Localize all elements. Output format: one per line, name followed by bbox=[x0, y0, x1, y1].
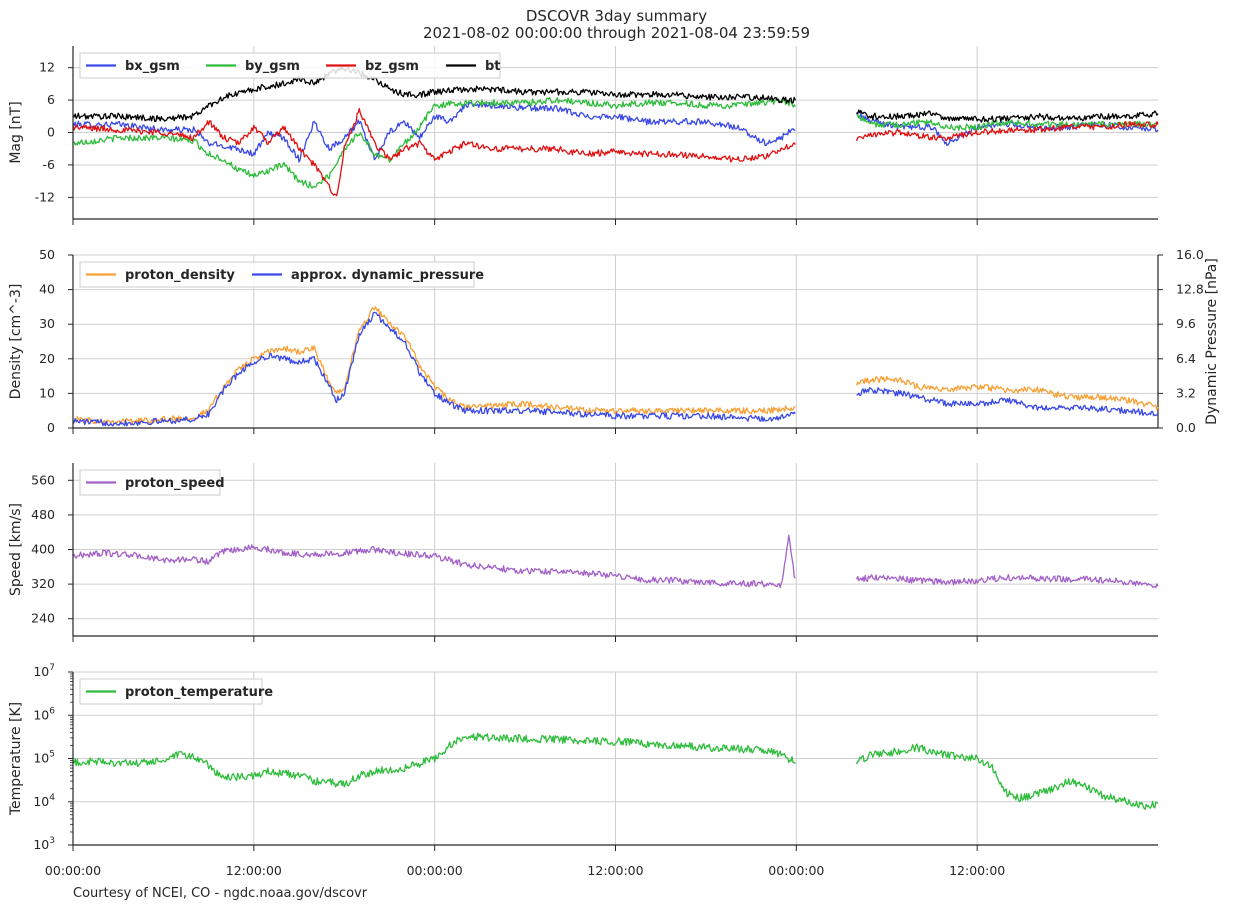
legend-label: bx_gsm bbox=[125, 59, 180, 74]
y-tick-label: 50 bbox=[39, 247, 55, 262]
legend-label: by_gsm bbox=[245, 59, 300, 74]
series-line-proton-temperature bbox=[72, 732, 1159, 811]
y-tick-label: 40 bbox=[39, 282, 55, 297]
panel-speed: 240 320 400 480 560 Speed [km/s] proton_speed bbox=[8, 463, 1159, 642]
series-line-proton-density bbox=[73, 306, 1159, 425]
y-tick-label: 10 bbox=[39, 385, 55, 400]
y-tick-label: 105 bbox=[33, 750, 55, 766]
y-tick-label: 480 bbox=[31, 507, 55, 522]
panel-mag: -12 -6 0 6 12 Mag [nT] bx_gsm by_gsm bz_gsm bt bbox=[8, 46, 1159, 225]
x-tick-label: 00:00:00 bbox=[45, 863, 101, 878]
y-tick-label: 320 bbox=[31, 576, 55, 591]
legend-label: proton_temperature bbox=[125, 685, 273, 700]
y-tick-label: -6 bbox=[43, 157, 56, 172]
y-tick-label: 107 bbox=[33, 663, 55, 679]
y-tick-label: 104 bbox=[33, 793, 55, 809]
y2-tick-label: 12.8 bbox=[1176, 282, 1204, 297]
y-tick-label: -12 bbox=[35, 189, 55, 204]
x-tick-label: 00:00:00 bbox=[768, 863, 824, 878]
y2-tick-label: 3.2 bbox=[1176, 385, 1196, 400]
series-line-bz-gsm bbox=[72, 107, 1159, 197]
series-line-proton-speed bbox=[72, 534, 1159, 589]
legend-box bbox=[79, 52, 501, 79]
y2-axis-label: Dynamic Pressure [nPa] bbox=[1204, 258, 1220, 425]
y2-tick-label: 9.6 bbox=[1176, 316, 1196, 331]
y2-tick-label: 16.0 bbox=[1176, 247, 1204, 262]
x-tick-label: 12:00:00 bbox=[226, 863, 282, 878]
x-tick-label: 12:00:00 bbox=[949, 863, 1005, 878]
y-axis-label: Temperature [K] bbox=[8, 702, 24, 816]
series-line-bt bbox=[72, 65, 1159, 123]
y-tick-label: 106 bbox=[33, 706, 55, 722]
y-tick-label: 6 bbox=[47, 92, 55, 107]
y-axis-label: Mag [nT] bbox=[8, 101, 24, 163]
panel-temperature: 103 104 105 106 107 Temperature [K] proton_tem… bbox=[8, 663, 1159, 852]
footer-credit: Courtesy of NCEI, CO - ngdc.noaa.gov/dsc… bbox=[73, 886, 368, 901]
y-tick-label: 240 bbox=[31, 611, 55, 626]
y2-tick-label: 0.0 bbox=[1176, 420, 1196, 435]
chart-title: DSCOVR 3day summary bbox=[525, 7, 708, 25]
legend-density: proton_density approx. dynamic_pressure bbox=[79, 261, 484, 288]
y-axis-label: Speed [km/s] bbox=[8, 503, 24, 596]
legend-label: proton_density bbox=[125, 268, 235, 283]
legend-label: bt bbox=[485, 59, 501, 74]
x-tick-label: 00:00:00 bbox=[407, 863, 463, 878]
y-tick-label: 0 bbox=[47, 125, 55, 140]
legend-label: bz_gsm bbox=[365, 59, 419, 74]
y-tick-label: 103 bbox=[33, 836, 55, 852]
chart-subtitle: 2021-08-02 00:00:00 through 2021-08-04 2… bbox=[422, 24, 811, 42]
panel-density: 0 10 20 30 40 50 Density [cm^-3] 0.0 3.2 6.4 9.6 12… bbox=[8, 247, 1220, 435]
y2-tick-label: 6.4 bbox=[1176, 351, 1196, 366]
legend-temperature: proton_temperature bbox=[79, 678, 273, 705]
series-line-approx-dynamic-pressure bbox=[72, 311, 1159, 427]
y-axis-label: Density [cm^-3] bbox=[8, 284, 24, 400]
y-tick-label: 0 bbox=[47, 420, 55, 435]
legend-mag: bx_gsm by_gsm bz_gsm bt bbox=[79, 52, 501, 79]
legend-label: proton_speed bbox=[125, 476, 225, 491]
y-tick-label: 30 bbox=[39, 316, 55, 331]
legend-speed: proton_speed bbox=[79, 469, 225, 496]
y-tick-label: 560 bbox=[31, 472, 55, 487]
x-tick-label: 12:00:00 bbox=[587, 863, 643, 878]
legend-label: approx. dynamic_pressure bbox=[291, 268, 484, 283]
y-tick-label: 400 bbox=[31, 542, 55, 557]
y-tick-label: 12 bbox=[39, 60, 55, 75]
y-tick-label: 20 bbox=[39, 351, 55, 366]
